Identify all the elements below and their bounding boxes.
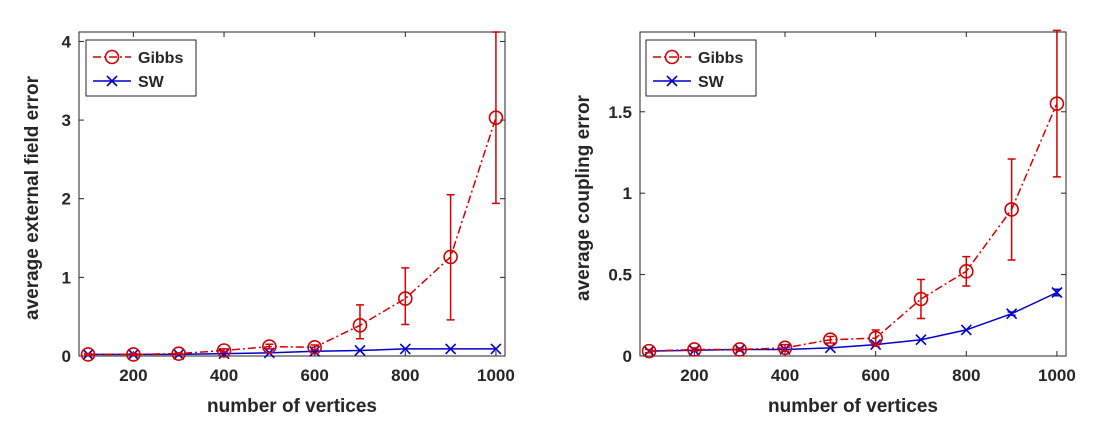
error-bar [871, 329, 880, 347]
error-bar [265, 343, 274, 350]
data-point [490, 343, 502, 355]
error-bar [781, 343, 790, 352]
error-bar [962, 255, 971, 287]
data-point [1006, 308, 1018, 320]
data-point [732, 342, 748, 357]
x-axis-label: number of vertices [207, 396, 377, 417]
y-axis-label: average coupling error [573, 94, 594, 301]
legend-label-sw: SW [138, 74, 165, 91]
y-tick-label: 4 [62, 32, 72, 51]
error-bar [446, 194, 455, 321]
data-point [823, 332, 838, 348]
legend-marker-gibbs [664, 49, 680, 65]
error-bar [84, 352, 93, 356]
error-bar [310, 344, 319, 351]
x-tick-label: 200 [119, 366, 147, 385]
data-point [913, 291, 929, 307]
error-bar [1052, 29, 1061, 178]
series-gibbs [641, 29, 1065, 359]
data-point [216, 343, 232, 358]
data-point [352, 318, 368, 333]
x-tick-label: 800 [391, 366, 419, 385]
legend-label-gibbs: Gibbs [698, 50, 743, 67]
error-bar [355, 304, 364, 340]
data-point [443, 249, 458, 265]
error-bar [174, 352, 183, 356]
legend-marker-sw [106, 75, 118, 87]
error-bar [735, 347, 744, 352]
x-axis-label: number of vertices [768, 396, 938, 417]
legend-box [645, 39, 757, 97]
error-bar [690, 347, 699, 352]
y-tick-label: 0 [62, 347, 71, 366]
x-tick-label: 600 [861, 366, 889, 385]
legend-label-sw: SW [698, 74, 725, 91]
series-line-gibbs [88, 117, 497, 356]
data-point [958, 264, 974, 279]
data-point [399, 343, 411, 355]
y-axis-label: average external field error [22, 75, 43, 320]
x-tick-label: 1000 [477, 366, 515, 385]
data-point [777, 340, 793, 356]
x-tick-label: 1000 [1038, 366, 1076, 385]
data-point [1049, 96, 1065, 111]
data-point [126, 347, 141, 362]
legend: Gibbs SW [85, 39, 197, 97]
error-bar [826, 335, 835, 344]
legend-marker-sw [666, 75, 678, 87]
data-point [1004, 202, 1019, 217]
series-gibbs [80, 31, 504, 362]
data-point [445, 343, 457, 355]
chart-external-field-error: 200 400 600 800 1000 0 1 2 3 4 number of vertices a… [22, 31, 515, 417]
error-bar [401, 267, 410, 326]
data-point [397, 291, 413, 306]
data-point [80, 347, 96, 362]
x-tick-label: 600 [300, 366, 328, 385]
y-tick-label: 1 [623, 184, 632, 203]
y-tick-label: 0.5 [608, 266, 632, 285]
data-point [309, 345, 321, 357]
error-bar [916, 278, 925, 320]
data-point [960, 324, 972, 336]
y-tick-label: 0 [623, 347, 632, 366]
legend-label-gibbs: Gibbs [138, 50, 183, 67]
y-tick-label: 2 [62, 190, 71, 209]
y-tick-label: 3 [62, 111, 71, 130]
data-point [868, 330, 883, 346]
y-tick-label: 1.5 [608, 103, 632, 122]
x-tick-label: 400 [771, 366, 799, 385]
data-point [1051, 286, 1063, 299]
error-bar [645, 348, 654, 354]
data-point [687, 342, 702, 357]
chart-coupling-error: 200 400 600 800 1000 0 0.5 1 1.5 number of vertic… [573, 29, 1076, 417]
data-point [171, 346, 187, 361]
data-point [641, 343, 657, 359]
legend: Gibbs SW [645, 39, 757, 97]
y-tick-label: 1 [62, 268, 71, 287]
x-tick-label: 200 [680, 366, 708, 385]
error-bar [491, 31, 500, 205]
error-bar [129, 352, 138, 356]
x-tick-label: 400 [210, 366, 238, 385]
data-point [307, 340, 322, 355]
data-point [488, 110, 504, 126]
legend-box [85, 39, 197, 97]
legend-marker-gibbs [104, 49, 120, 65]
error-bar [220, 348, 229, 353]
data-point [354, 344, 366, 357]
data-point [915, 334, 927, 346]
data-point [262, 339, 277, 354]
x-tick-label: 800 [952, 366, 980, 385]
series-line-gibbs [649, 103, 1058, 352]
error-bar [1007, 158, 1016, 261]
